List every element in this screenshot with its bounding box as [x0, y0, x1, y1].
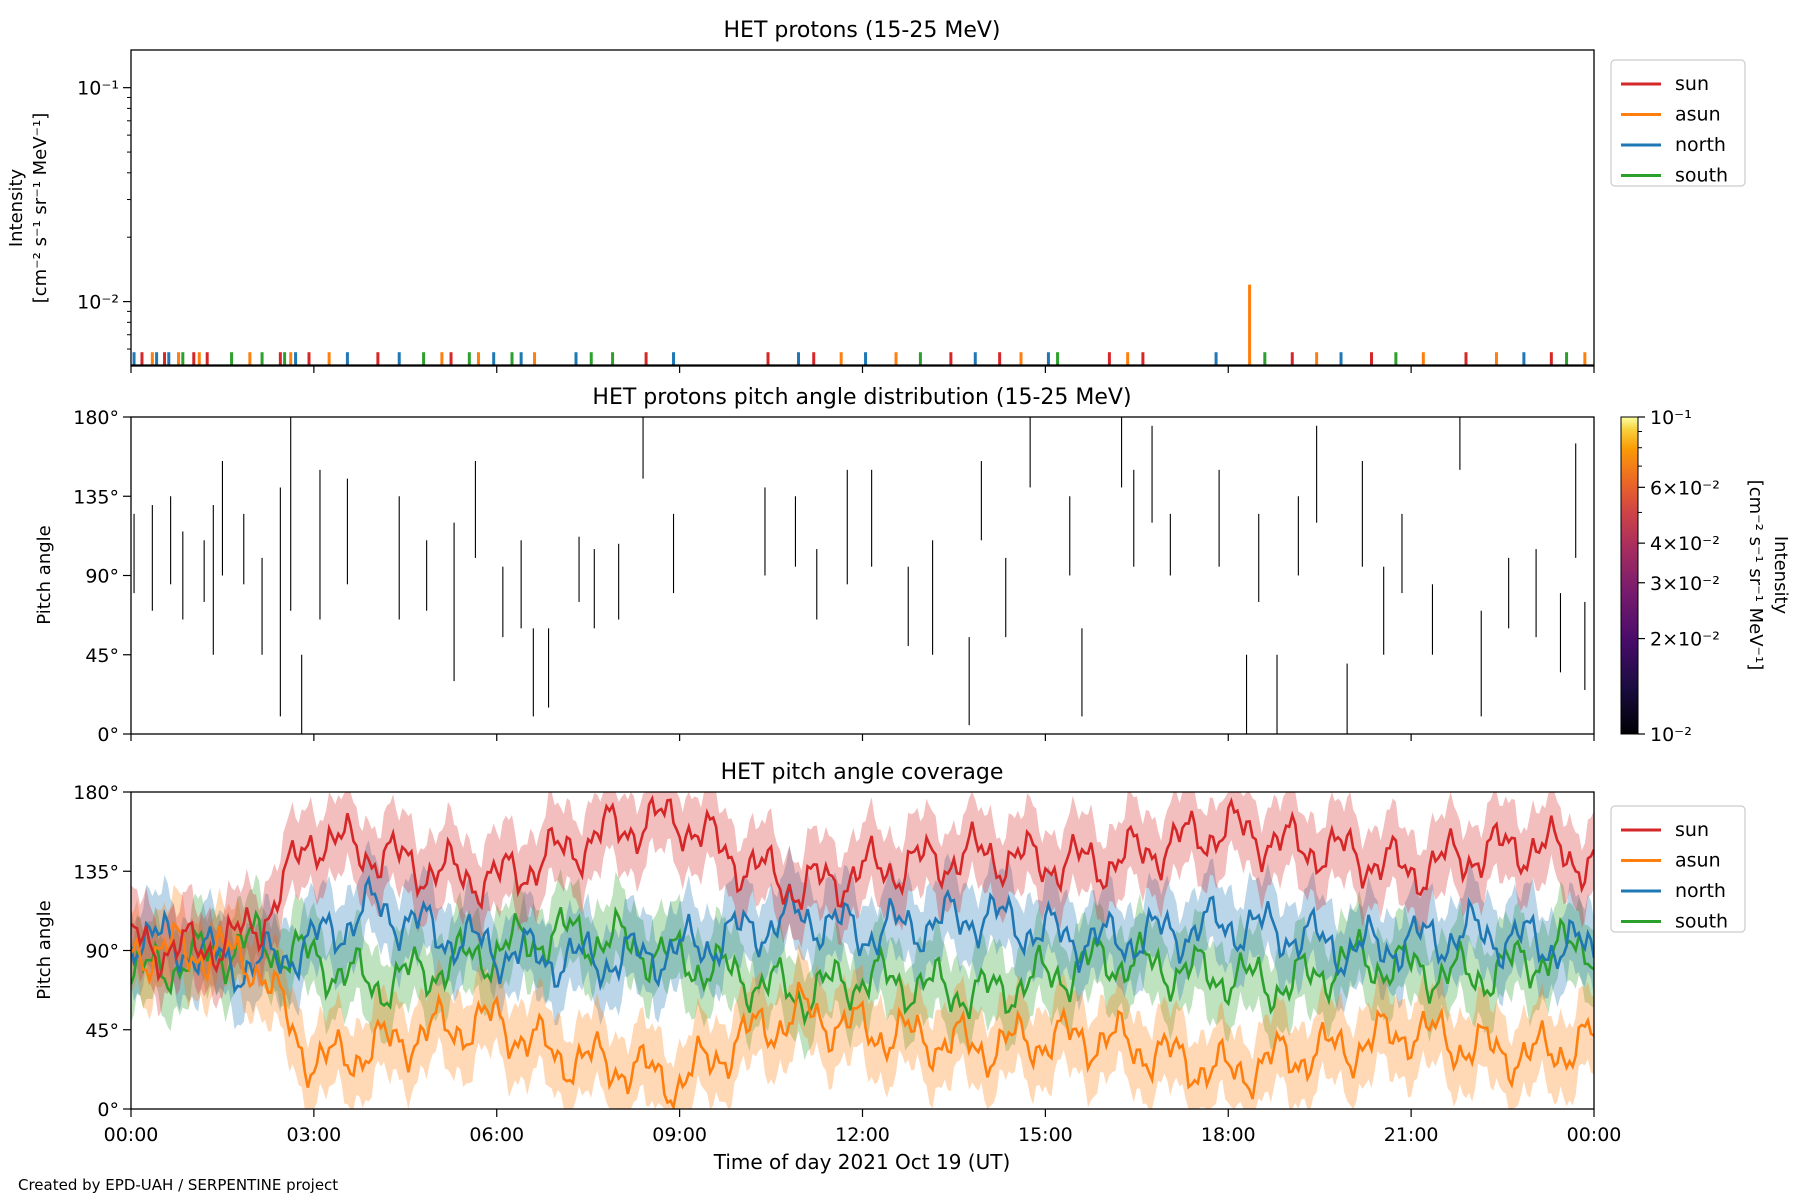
band-asun	[131, 885, 1594, 1109]
panel2-title: HET protons pitch angle distribution (15…	[592, 385, 1131, 410]
colorbar	[1620, 416, 1639, 735]
legend-label-sun: sun	[1675, 73, 1709, 95]
y-tick-label: 10⁻¹	[77, 78, 119, 100]
line-asun	[131, 921, 1594, 1109]
legend-label-north: north	[1675, 880, 1726, 902]
colorbar-tick-label: 4×10⁻²	[1650, 533, 1720, 555]
x-tick-label: 21:00	[1384, 1124, 1439, 1146]
x-tick-label: 00:00	[1567, 1124, 1622, 1146]
colorbar-label-line2: [cm⁻² s⁻¹ sr⁻¹ MeV⁻¹]	[1745, 480, 1766, 671]
panel1-spikes	[132, 284, 1587, 366]
legend-label-asun: asun	[1675, 104, 1721, 126]
x-tick-label: 00:00	[104, 1124, 159, 1146]
panel1-legend: sun asun north south	[1610, 59, 1746, 187]
y-tick-label: 135°	[73, 486, 119, 508]
legend-label-asun: asun	[1675, 850, 1721, 872]
x-tick-label: 18:00	[1201, 1124, 1256, 1146]
y-tick-label: 135°	[73, 861, 119, 883]
y-tick-label: 90°	[85, 941, 119, 963]
x-tick-label: 09:00	[652, 1124, 707, 1146]
legend-box	[1610, 59, 1746, 187]
band-sun	[131, 792, 1594, 1017]
legend-label-south: south	[1675, 165, 1728, 187]
line-north	[131, 874, 1594, 995]
panel1-frame	[130, 49, 1595, 367]
panel2-segments	[133, 417, 1586, 734]
band-north	[131, 840, 1594, 1030]
panel3-y-axis: 0° 45° 90° 135° 180°	[73, 782, 131, 1121]
legend-box	[1610, 805, 1746, 933]
panel1-x-ticks	[130, 366, 1595, 373]
x-tick-label: 06:00	[469, 1124, 524, 1146]
colorbar-tick-label: 2×10⁻²	[1650, 629, 1720, 651]
panel3-x-axis: 00:00 03:00 06:00 09:00 12:00 15:00 18:00 21:00…	[104, 1109, 1622, 1146]
y-tick-label: 0°	[97, 724, 119, 746]
panel1-ylabel-line1: Intensity	[6, 168, 27, 247]
panel2-y-axis: 0° 45° 90° 135° 180°	[73, 407, 131, 746]
x-axis-label: Time of day 2021 Oct 19 (UT)	[713, 1150, 1011, 1174]
panel-pitch-distribution: HET protons pitch angle distribution (15…	[34, 385, 1791, 746]
legend-label-south: south	[1675, 911, 1728, 933]
panel1-y-axis: 10⁻¹ 10⁻²	[77, 78, 131, 350]
legend-label-sun: sun	[1675, 819, 1709, 841]
y-tick-label: 90°	[85, 566, 119, 588]
panel3-legend: sun asun north south	[1610, 805, 1746, 933]
footer-credit: Created by EPD-UAH / SERPENTINE project	[18, 1176, 339, 1194]
colorbar-tick-label: 6×10⁻²	[1650, 477, 1720, 499]
line-sun	[131, 794, 1594, 983]
panel1-ylabel-line2: [cm⁻² s⁻¹ sr⁻¹ MeV⁻¹]	[30, 113, 51, 304]
y-tick-label: 180°	[73, 782, 119, 804]
x-tick-label: 15:00	[1018, 1124, 1073, 1146]
panel3-series	[131, 792, 1594, 1109]
y-tick-label: 10⁻²	[77, 292, 119, 314]
panel2-x-ticks	[130, 734, 1595, 741]
colorbar-tick-label: 3×10⁻²	[1650, 573, 1720, 595]
panel3-title: HET pitch angle coverage	[721, 760, 1004, 785]
panel1-title: HET protons (15-25 MeV)	[724, 18, 1001, 43]
colorbar-label-line1: Intensity	[1770, 536, 1791, 615]
panel-intensity: HET protons (15-25 MeV) 10⁻¹ 10⁻² Intensi…	[6, 18, 1746, 373]
panel-pitch-coverage: HET pitch angle coverage 0° 45° 90° 135° 180…	[34, 760, 1746, 1174]
y-tick-label: 45°	[85, 1020, 119, 1042]
x-tick-label: 03:00	[286, 1124, 341, 1146]
panel2-frame	[130, 416, 1595, 735]
x-tick-label: 12:00	[835, 1124, 890, 1146]
colorbar-tick-label: 10⁻¹	[1650, 407, 1692, 429]
band-south	[131, 868, 1594, 1061]
y-tick-label: 45°	[85, 645, 119, 667]
colorbar-tick-label: 10⁻²	[1650, 724, 1692, 746]
legend-label-north: north	[1675, 134, 1726, 156]
panel2-ylabel: Pitch angle	[34, 525, 55, 624]
y-tick-label: 0°	[97, 1099, 119, 1121]
colorbar-ticks: 10⁻² 2×10⁻² 3×10⁻² 4×10⁻² 6×10⁻² 10⁻¹	[1638, 407, 1720, 746]
panel3-ylabel: Pitch angle	[34, 900, 55, 999]
y-tick-label: 180°	[73, 407, 119, 429]
